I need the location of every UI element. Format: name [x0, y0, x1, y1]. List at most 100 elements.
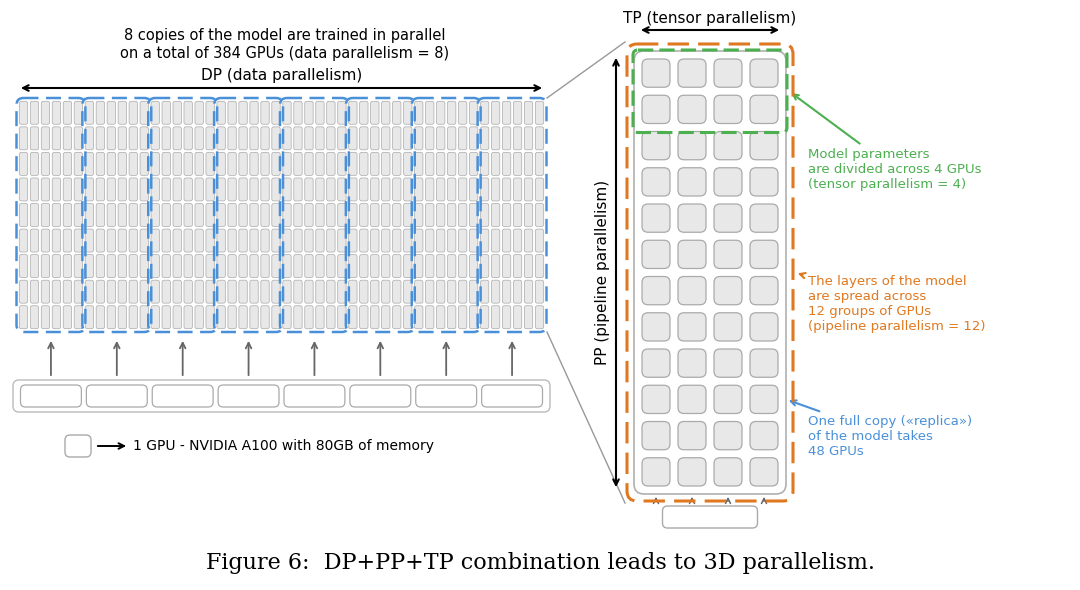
FancyBboxPatch shape [338, 229, 346, 252]
FancyBboxPatch shape [64, 306, 71, 329]
FancyBboxPatch shape [360, 152, 368, 175]
FancyBboxPatch shape [502, 204, 511, 227]
FancyBboxPatch shape [96, 280, 105, 303]
FancyBboxPatch shape [294, 178, 302, 201]
FancyBboxPatch shape [272, 280, 280, 303]
FancyBboxPatch shape [41, 306, 50, 329]
FancyBboxPatch shape [239, 204, 247, 227]
FancyBboxPatch shape [41, 255, 50, 277]
FancyBboxPatch shape [41, 178, 50, 201]
FancyBboxPatch shape [107, 280, 116, 303]
FancyBboxPatch shape [327, 127, 335, 150]
FancyBboxPatch shape [714, 277, 742, 305]
FancyBboxPatch shape [525, 204, 532, 227]
Text: data batch #1: data batch #1 [22, 392, 80, 401]
FancyBboxPatch shape [678, 421, 706, 450]
FancyBboxPatch shape [436, 255, 445, 277]
FancyBboxPatch shape [130, 229, 137, 252]
FancyBboxPatch shape [41, 101, 50, 124]
FancyBboxPatch shape [272, 127, 280, 150]
FancyBboxPatch shape [272, 101, 280, 124]
FancyBboxPatch shape [217, 280, 226, 303]
FancyBboxPatch shape [173, 306, 181, 329]
FancyBboxPatch shape [750, 204, 778, 232]
FancyBboxPatch shape [151, 204, 160, 227]
FancyBboxPatch shape [502, 178, 511, 201]
FancyBboxPatch shape [151, 255, 160, 277]
FancyBboxPatch shape [404, 204, 411, 227]
FancyBboxPatch shape [350, 385, 410, 407]
FancyBboxPatch shape [327, 152, 335, 175]
FancyBboxPatch shape [678, 204, 706, 232]
FancyBboxPatch shape [130, 204, 137, 227]
FancyBboxPatch shape [261, 255, 269, 277]
FancyBboxPatch shape [96, 127, 105, 150]
FancyBboxPatch shape [107, 255, 116, 277]
FancyBboxPatch shape [184, 178, 192, 201]
FancyBboxPatch shape [491, 127, 500, 150]
FancyBboxPatch shape [130, 127, 137, 150]
FancyBboxPatch shape [283, 152, 292, 175]
FancyBboxPatch shape [228, 306, 237, 329]
FancyBboxPatch shape [118, 101, 126, 124]
FancyBboxPatch shape [536, 306, 543, 329]
FancyBboxPatch shape [19, 127, 28, 150]
FancyBboxPatch shape [283, 229, 292, 252]
FancyBboxPatch shape [393, 178, 401, 201]
FancyBboxPatch shape [173, 178, 181, 201]
FancyBboxPatch shape [19, 280, 28, 303]
FancyBboxPatch shape [349, 204, 357, 227]
FancyBboxPatch shape [118, 306, 126, 329]
FancyBboxPatch shape [447, 204, 456, 227]
FancyBboxPatch shape [217, 178, 226, 201]
FancyBboxPatch shape [107, 152, 116, 175]
FancyBboxPatch shape [404, 178, 411, 201]
FancyBboxPatch shape [52, 152, 60, 175]
FancyBboxPatch shape [415, 204, 423, 227]
FancyBboxPatch shape [370, 306, 379, 329]
FancyBboxPatch shape [502, 229, 511, 252]
FancyBboxPatch shape [96, 306, 105, 329]
FancyBboxPatch shape [370, 255, 379, 277]
FancyBboxPatch shape [360, 255, 368, 277]
FancyBboxPatch shape [294, 152, 302, 175]
Text: One full copy («replica»)
of the model takes
48 GPUs: One full copy («replica») of the model t… [791, 401, 972, 458]
FancyBboxPatch shape [85, 127, 94, 150]
FancyBboxPatch shape [662, 506, 757, 528]
FancyBboxPatch shape [64, 127, 71, 150]
FancyBboxPatch shape [305, 229, 313, 252]
FancyBboxPatch shape [162, 255, 171, 277]
FancyBboxPatch shape [217, 152, 226, 175]
FancyBboxPatch shape [272, 204, 280, 227]
FancyBboxPatch shape [360, 178, 368, 201]
FancyBboxPatch shape [228, 280, 237, 303]
FancyBboxPatch shape [381, 255, 390, 277]
FancyBboxPatch shape [85, 229, 94, 252]
FancyBboxPatch shape [228, 229, 237, 252]
FancyBboxPatch shape [381, 280, 390, 303]
FancyBboxPatch shape [714, 313, 742, 341]
FancyBboxPatch shape [381, 178, 390, 201]
FancyBboxPatch shape [415, 101, 423, 124]
FancyBboxPatch shape [195, 127, 203, 150]
FancyBboxPatch shape [360, 306, 368, 329]
FancyBboxPatch shape [30, 127, 39, 150]
Text: TP (tensor parallelism): TP (tensor parallelism) [623, 11, 797, 26]
FancyBboxPatch shape [415, 127, 423, 150]
FancyBboxPatch shape [536, 255, 543, 277]
FancyBboxPatch shape [64, 101, 71, 124]
FancyBboxPatch shape [714, 385, 742, 414]
FancyBboxPatch shape [96, 101, 105, 124]
FancyBboxPatch shape [470, 152, 477, 175]
FancyBboxPatch shape [447, 101, 456, 124]
FancyBboxPatch shape [436, 101, 445, 124]
FancyBboxPatch shape [162, 229, 171, 252]
FancyBboxPatch shape [130, 255, 137, 277]
FancyBboxPatch shape [173, 229, 181, 252]
FancyBboxPatch shape [338, 306, 346, 329]
FancyBboxPatch shape [151, 306, 160, 329]
FancyBboxPatch shape [140, 101, 148, 124]
FancyBboxPatch shape [370, 229, 379, 252]
FancyBboxPatch shape [714, 349, 742, 377]
FancyBboxPatch shape [261, 178, 269, 201]
